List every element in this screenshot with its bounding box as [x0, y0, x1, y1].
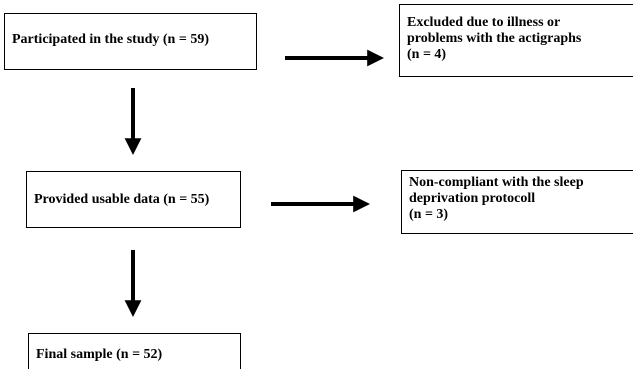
noncompliant-line-1: Non-compliant with the sleep	[409, 175, 584, 190]
excluded-line-3: (n = 4)	[407, 47, 447, 62]
excluded-label: Excluded due to illness or problems with…	[407, 15, 632, 63]
excluded-box: Excluded due to illness or problems with…	[399, 4, 633, 77]
noncompliant-box: Non-compliant with the sleep deprivation…	[401, 170, 633, 234]
participated-box: Participated in the study (n = 59)	[4, 13, 257, 70]
participated-label: Participated in the study (n = 59)	[12, 32, 209, 47]
final-label: Final sample (n = 52)	[36, 347, 163, 362]
usable-box: Provided usable data (n = 55)	[26, 171, 241, 228]
excluded-line-1: Excluded due to illness or	[407, 15, 561, 30]
noncompliant-label: Non-compliant with the sleep deprivation…	[409, 175, 632, 223]
final-box: Final sample (n = 52)	[28, 333, 241, 369]
noncompliant-line-2: deprivation protocoll	[409, 191, 536, 206]
usable-label: Provided usable data (n = 55)	[34, 192, 210, 207]
noncompliant-line-3: (n = 3)	[409, 207, 449, 222]
excluded-line-2: problems with the actigraphs	[407, 31, 582, 46]
